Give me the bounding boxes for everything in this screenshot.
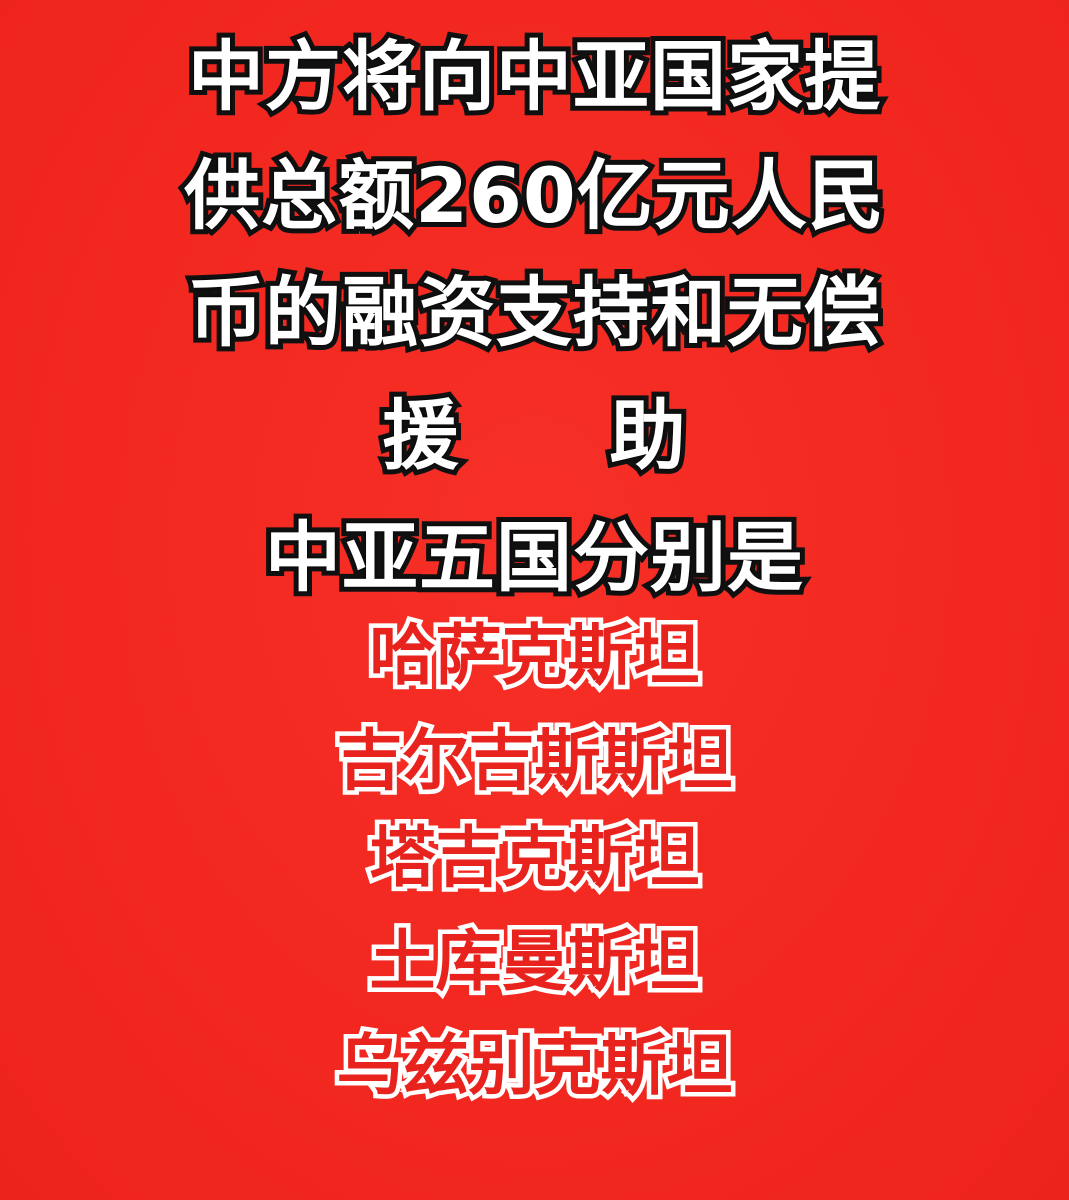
headline-line-4: 援助: [0, 386, 1069, 486]
country-uzbekistan: 乌兹别克斯坦: [332, 1023, 737, 1109]
headline-word-zhu: 助: [605, 386, 691, 485]
headline-line-2: 供总额260亿元人民: [179, 146, 889, 245]
headline-word-yuan: 援: [378, 386, 464, 485]
country-tajikistan: 塔吉克斯坦: [365, 815, 704, 901]
country-kyrgyzstan: 吉尔吉斯斯坦: [332, 718, 737, 804]
country-turkmenistan: 土库曼斯坦: [365, 919, 704, 1005]
headline-line-5: 中亚五国分别是: [260, 508, 808, 607]
country-kazakhstan: 哈萨克斯坦: [365, 613, 704, 699]
headline-line-1: 中方将向中亚国家提: [183, 27, 885, 126]
headline-line-3: 币的融资支持和无偿: [183, 263, 885, 362]
